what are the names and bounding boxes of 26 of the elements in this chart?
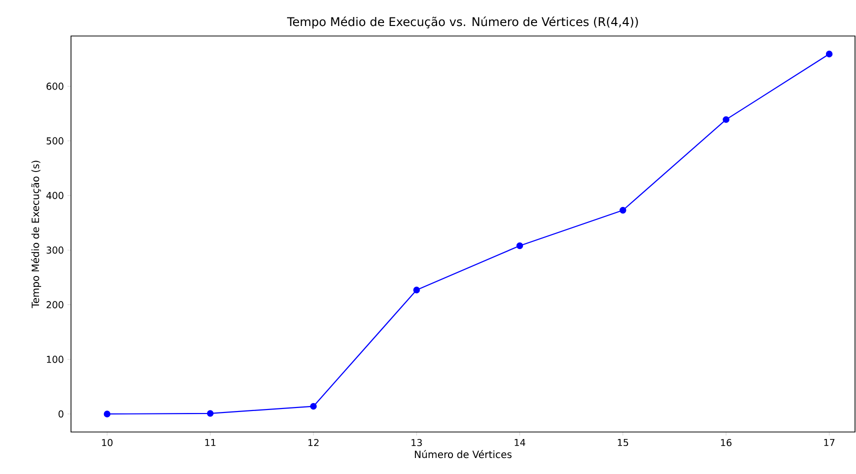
y-tick-label: 200 xyxy=(46,301,64,308)
x-tick-label: 14 xyxy=(514,439,526,446)
y-tick-label: 400 xyxy=(46,192,64,200)
y-tick-label: 0 xyxy=(58,410,64,418)
y-tick-label: 500 xyxy=(46,137,64,144)
point xyxy=(620,206,626,214)
y-tick-label: 300 xyxy=(46,246,64,254)
x-tick-label: 16 xyxy=(721,439,732,446)
x-tick-label: 15 xyxy=(618,439,628,446)
y-axis-title: Tempo Médio de Execução (s) xyxy=(31,160,42,308)
point xyxy=(206,410,214,417)
x-tick-label: 11 xyxy=(205,439,216,446)
point xyxy=(310,402,317,410)
point xyxy=(826,50,833,58)
point xyxy=(722,116,730,123)
chart-title: Tempo Médio de Execução vs. Número de Vértices (R(4,4)) xyxy=(287,16,638,28)
point xyxy=(413,286,420,294)
x-tick-label: 17 xyxy=(824,439,834,446)
x-tick-label: 10 xyxy=(102,439,112,446)
x-axis-title: Número de Vértices xyxy=(414,450,512,458)
point xyxy=(516,242,524,250)
y-tick-label: 600 xyxy=(46,82,64,90)
x-tick-label: 12 xyxy=(308,439,318,446)
y-tick-label: 100 xyxy=(46,356,64,363)
point xyxy=(104,410,110,418)
x-tick-label: 13 xyxy=(412,439,422,446)
